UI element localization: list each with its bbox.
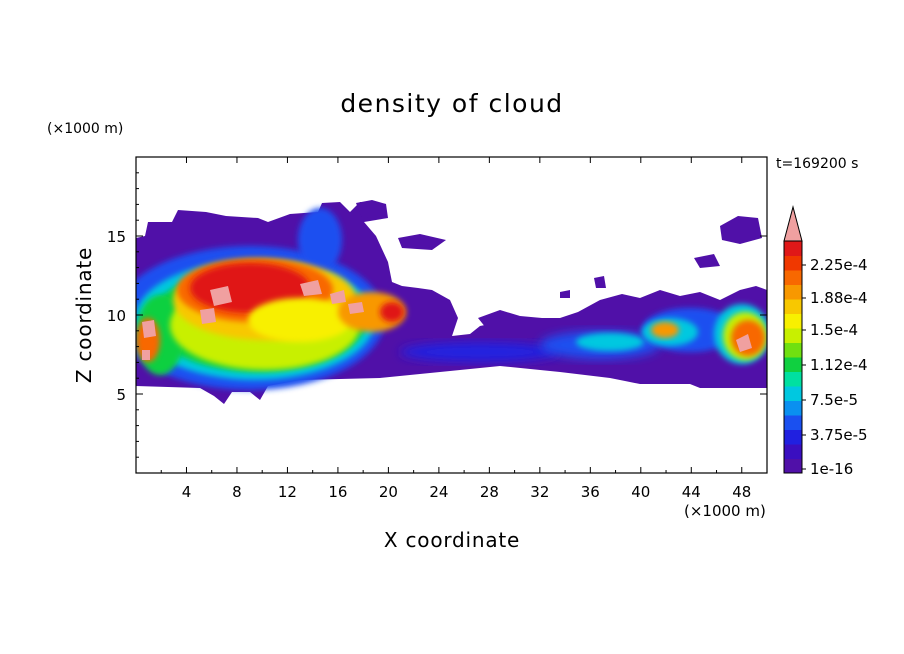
colorbar-segment <box>784 255 802 271</box>
x-tick-label: 16 <box>328 483 347 501</box>
colorbar-segment <box>784 386 802 401</box>
colorbar-label: 1.5e-4 <box>810 321 858 339</box>
time-label: t=169200 s <box>776 156 858 172</box>
y-axis-label: Z coordinate <box>72 247 96 383</box>
x-tick-label: 32 <box>530 483 549 501</box>
right-cloud-core <box>642 304 767 364</box>
cloud-wisp-top <box>356 200 386 218</box>
cloud-wisp-2 <box>478 310 520 328</box>
x-tick-label: 44 <box>682 483 701 501</box>
colorbar-segment <box>784 400 802 416</box>
x-tick-label: 36 <box>581 483 600 501</box>
colorbar-extend-triangle <box>783 205 803 242</box>
colorbar-segment <box>784 328 802 343</box>
x-tick-label: 12 <box>278 483 297 501</box>
colorbar-label: 1.88e-4 <box>810 289 868 307</box>
colorbar-label: 7.5e-5 <box>810 391 858 409</box>
y-tick-label: 10 <box>107 307 126 325</box>
cloud-wisp-6 <box>560 290 570 298</box>
colorbar-segment <box>784 429 802 445</box>
cloud-wisp-5 <box>594 276 606 288</box>
y-axis: 5 10 15 <box>107 172 767 458</box>
cloud-wisp-1 <box>398 234 446 250</box>
colorbar-segment <box>784 284 802 300</box>
colorbar-label: 1.12e-4 <box>810 356 868 374</box>
x-tick-label: 8 <box>232 483 242 501</box>
colorbar-label: 3.75e-5 <box>810 426 868 444</box>
colorbar-segment <box>784 415 802 430</box>
colorbar-segment <box>784 458 802 474</box>
x-axis-label: X coordinate <box>384 528 520 552</box>
x-axis: 4 8 12 16 20 24 28 32 36 40 44 48 <box>160 157 751 501</box>
cloud-wisp-3 <box>720 216 762 244</box>
colorbar-segment <box>784 299 802 314</box>
colorbar-segment <box>784 241 802 256</box>
cloud-density-field <box>136 200 767 404</box>
x-tick-label: 28 <box>480 483 499 501</box>
colorbar-label: 2.25e-4 <box>810 256 868 274</box>
y-unit-label: (×1000 m) <box>47 121 123 137</box>
y-tick-label: 5 <box>116 386 126 404</box>
colorbar-segment <box>784 270 802 285</box>
x-tick-label: 20 <box>379 483 398 501</box>
x-tick-label: 40 <box>631 483 650 501</box>
x-tick-label: 24 <box>429 483 448 501</box>
colorbar-segment <box>784 357 802 372</box>
middle-cloud-layer <box>400 331 660 362</box>
x-tick-label: 4 <box>182 483 192 501</box>
y-tick-label: 15 <box>107 228 126 246</box>
colorbar-segment <box>784 371 802 387</box>
x-tick-label: 48 <box>732 483 751 501</box>
colorbar: 2.25e-4 1.88e-4 1.5e-4 1.12e-4 7.5e-5 3.75e-5… <box>783 205 868 478</box>
cloud-wisp-4 <box>694 254 720 268</box>
left-cloud-peak-patches <box>142 280 364 360</box>
colorbar-frame <box>783 240 803 474</box>
colorbar-segment <box>784 342 802 358</box>
chart-title: density of cloud <box>340 89 563 118</box>
x-unit-label: (×1000 m) <box>684 502 766 520</box>
colorbar-segment <box>784 444 802 459</box>
colorbar-label: 1e-16 <box>810 460 853 478</box>
colorbar-segment <box>784 313 802 329</box>
